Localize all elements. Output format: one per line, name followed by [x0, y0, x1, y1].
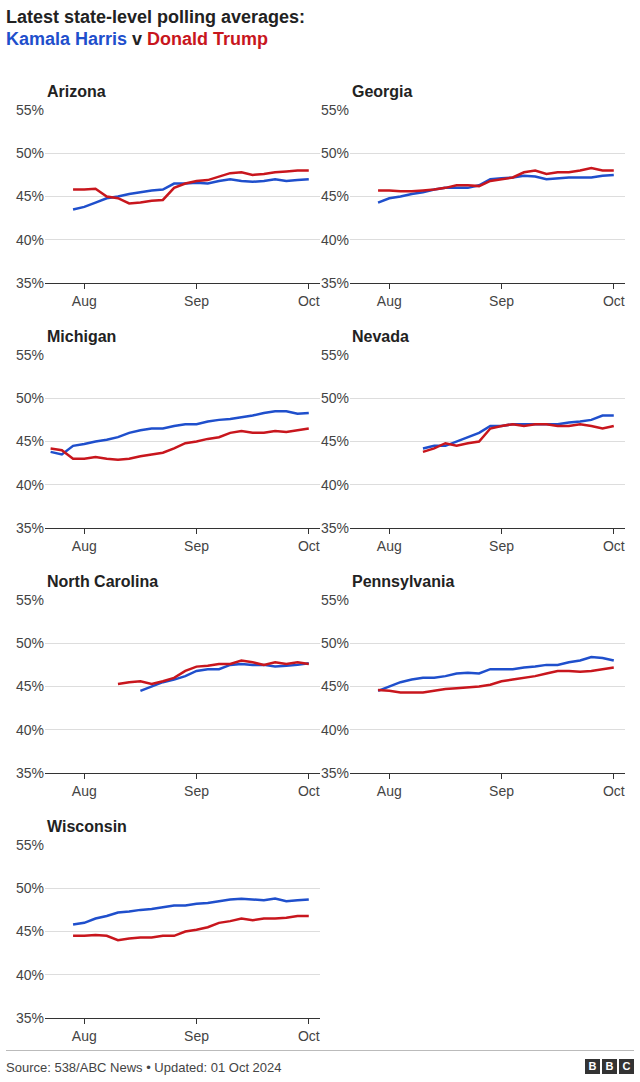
svg-text:Nevada: Nevada — [352, 328, 409, 345]
svg-text:45%: 45% — [16, 188, 44, 204]
svg-text:50%: 50% — [16, 635, 44, 651]
svg-text:Aug: Aug — [377, 538, 402, 554]
svg-text:Aug: Aug — [377, 783, 402, 799]
svg-text:Arizona: Arizona — [47, 83, 106, 100]
html-text:B: B — [605, 1060, 614, 1072]
svg-text:Wisconsin: Wisconsin — [47, 818, 127, 835]
svg-text:50%: 50% — [16, 145, 44, 161]
html-text:Kamala Harris v Donald Trump: Kamala Harris v Donald Trump — [6, 29, 269, 49]
svg-text:Aug: Aug — [377, 293, 402, 309]
svg-text:55%: 55% — [321, 102, 349, 118]
svg-text:Oct: Oct — [298, 783, 320, 799]
svg-text:35%: 35% — [16, 520, 44, 536]
html-text:C: C — [622, 1060, 631, 1072]
svg-text:Aug: Aug — [72, 783, 97, 799]
svg-text:Sep: Sep — [489, 293, 514, 309]
svg-text:35%: 35% — [16, 765, 44, 781]
svg-text:50%: 50% — [321, 145, 349, 161]
svg-text:Pennsylvania: Pennsylvania — [352, 573, 454, 590]
svg-text:Oct: Oct — [298, 1028, 320, 1044]
svg-text:55%: 55% — [321, 347, 349, 363]
svg-text:40%: 40% — [321, 477, 349, 493]
html-text:B: B — [588, 1060, 597, 1072]
svg-text:50%: 50% — [16, 880, 44, 896]
svg-text:Oct: Oct — [603, 293, 625, 309]
svg-text:Aug: Aug — [72, 1028, 97, 1044]
svg-text:35%: 35% — [321, 275, 349, 291]
svg-text:40%: 40% — [16, 967, 44, 983]
svg-text:Sep: Sep — [184, 293, 209, 309]
svg-text:55%: 55% — [16, 592, 44, 608]
html-text:Latest state-level polling ave: Latest state-level polling averages: — [6, 7, 306, 27]
svg-text:Oct: Oct — [298, 538, 320, 554]
svg-text:45%: 45% — [321, 433, 349, 449]
svg-text:Oct: Oct — [603, 783, 625, 799]
svg-text:40%: 40% — [16, 722, 44, 738]
svg-text:55%: 55% — [321, 592, 349, 608]
svg-text:Michigan: Michigan — [47, 328, 116, 345]
html-text:Source: 538/ABC News • Updated: Source: 538/ABC News • Updated: 01 Oct 2… — [6, 1060, 282, 1075]
svg-text:Georgia: Georgia — [352, 83, 413, 100]
svg-text:North Carolina: North Carolina — [47, 573, 158, 590]
svg-text:35%: 35% — [16, 275, 44, 291]
svg-text:50%: 50% — [16, 390, 44, 406]
svg-text:45%: 45% — [16, 433, 44, 449]
svg-text:35%: 35% — [321, 520, 349, 536]
svg-text:40%: 40% — [321, 722, 349, 738]
svg-text:35%: 35% — [321, 765, 349, 781]
svg-text:Aug: Aug — [72, 538, 97, 554]
svg-text:Aug: Aug — [72, 293, 97, 309]
svg-text:Sep: Sep — [184, 783, 209, 799]
svg-text:Sep: Sep — [184, 538, 209, 554]
svg-text:45%: 45% — [16, 678, 44, 694]
svg-text:45%: 45% — [321, 678, 349, 694]
svg-text:Sep: Sep — [489, 538, 514, 554]
svg-text:Oct: Oct — [603, 538, 625, 554]
svg-text:50%: 50% — [321, 635, 349, 651]
svg-text:55%: 55% — [16, 102, 44, 118]
svg-text:Sep: Sep — [489, 783, 514, 799]
svg-text:Oct: Oct — [298, 293, 320, 309]
svg-text:35%: 35% — [16, 1010, 44, 1026]
svg-text:Sep: Sep — [184, 1028, 209, 1044]
svg-text:50%: 50% — [321, 390, 349, 406]
svg-text:45%: 45% — [16, 923, 44, 939]
svg-text:55%: 55% — [16, 837, 44, 853]
svg-text:40%: 40% — [16, 232, 44, 248]
svg-text:45%: 45% — [321, 188, 349, 204]
svg-text:40%: 40% — [16, 477, 44, 493]
svg-text:40%: 40% — [321, 232, 349, 248]
svg-text:55%: 55% — [16, 347, 44, 363]
